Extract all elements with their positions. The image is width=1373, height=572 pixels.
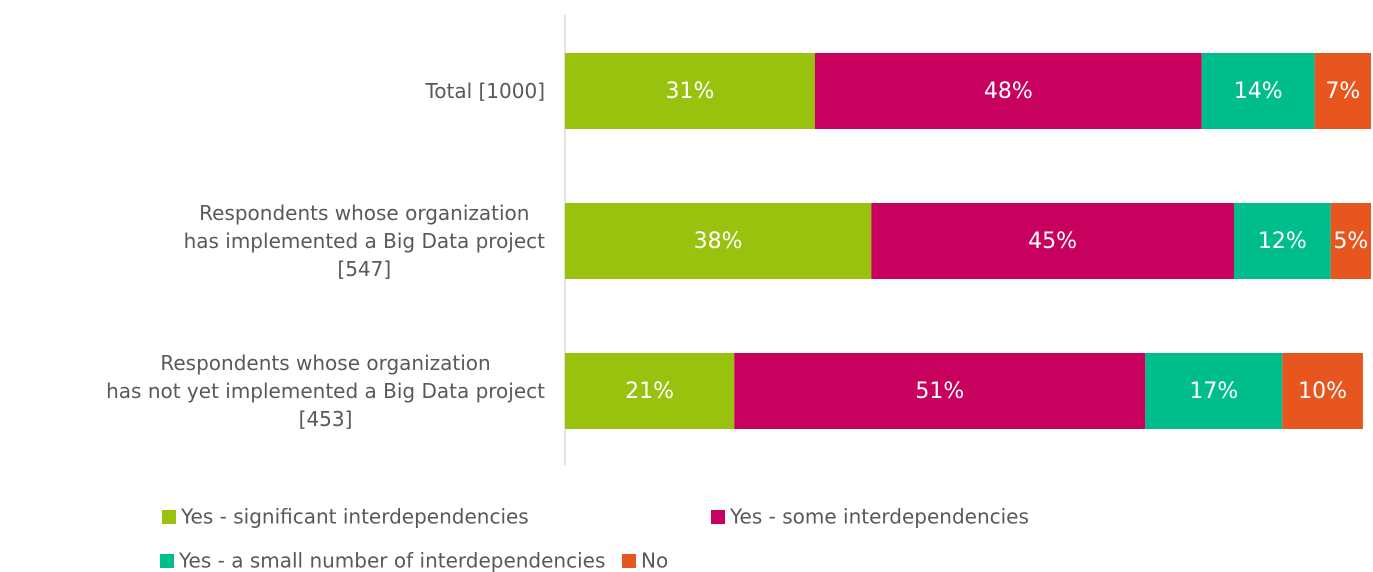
- legend-swatch: [162, 510, 176, 524]
- value-label: 17%: [1189, 379, 1238, 404]
- value-label: 48%: [984, 79, 1033, 104]
- legend-swatch: [622, 554, 636, 568]
- legend-label: Yes - significant interdependencies: [180, 505, 529, 529]
- bar-segment: [565, 353, 735, 429]
- value-label: 12%: [1258, 229, 1307, 254]
- bar-segment: [1145, 353, 1283, 429]
- legend-swatch: [160, 554, 174, 568]
- legend-label: Yes - a small number of interdependencie…: [178, 549, 605, 572]
- bar-segment: [565, 203, 872, 279]
- value-label: 7%: [1325, 79, 1360, 104]
- bar-segment: [1314, 53, 1371, 129]
- category-label: Total [1000]: [425, 79, 545, 103]
- bar-segment: [871, 203, 1234, 279]
- value-label: 21%: [625, 379, 674, 404]
- value-label: 45%: [1028, 229, 1077, 254]
- value-label: 51%: [915, 379, 964, 404]
- bar-segment: [734, 353, 1146, 429]
- value-label: 14%: [1234, 79, 1283, 104]
- value-label: 38%: [694, 229, 743, 254]
- legend-swatch: [711, 510, 725, 524]
- legend-label: Yes - some interdependencies: [729, 505, 1029, 529]
- bar-segment: [1330, 203, 1371, 279]
- legend-label: No: [641, 549, 668, 572]
- bar-segment: [1201, 53, 1315, 129]
- bar-segment: [814, 53, 1202, 129]
- category-label: Respondents whose organization has not y…: [106, 351, 545, 431]
- category-label: Respondents whose organization has imple…: [183, 201, 545, 281]
- bar-segment: [565, 53, 815, 129]
- value-label: 10%: [1298, 379, 1347, 404]
- bar-segment: [1282, 353, 1363, 429]
- value-label: 5%: [1333, 229, 1368, 254]
- bar-segment: [1233, 203, 1331, 279]
- value-label: 31%: [665, 79, 714, 104]
